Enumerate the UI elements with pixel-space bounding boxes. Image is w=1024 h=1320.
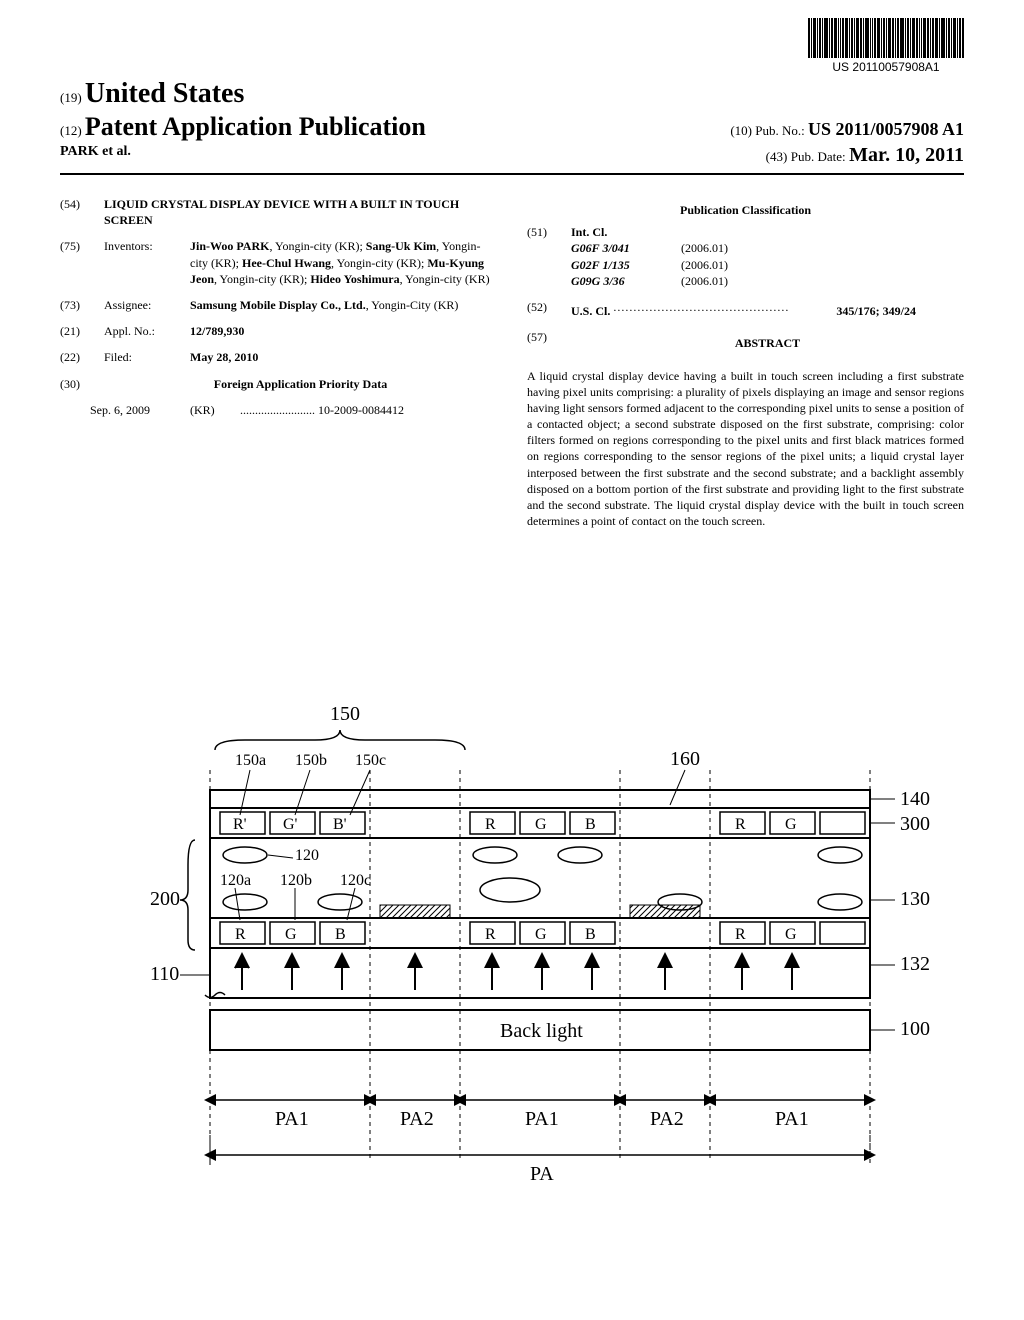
abstract-head: ABSTRACT — [571, 335, 964, 351]
fig-PA1-1: PA1 — [275, 1108, 309, 1130]
fig-label-200: 200 — [150, 888, 180, 910]
fig-label-150c: 150c — [355, 752, 386, 769]
abstract-text: A liquid crystal display device having a… — [527, 368, 964, 530]
fig-PA1-3: PA1 — [775, 1108, 809, 1130]
priority-date: Sep. 6, 2009 — [90, 402, 190, 418]
code-43: (43) — [766, 149, 788, 164]
priority-no: 10-2009-0084412 — [318, 403, 404, 417]
fig-G5: G — [535, 926, 547, 943]
dots — [613, 304, 833, 318]
inventors: Jin-Woo PARK, Yongin-city (KR); Sang-Uk … — [190, 238, 497, 287]
fig-Rp: R' — [233, 816, 247, 833]
pub-no: US 2011/0057908 A1 — [808, 119, 964, 139]
authors-etal: PARK et al. — [60, 144, 131, 167]
pub-no-label: Pub. No.: — [755, 123, 804, 138]
fig-PA1-2: PA1 — [525, 1108, 559, 1130]
assignee: Samsung Mobile Display Co., Ltd., Yongin… — [190, 297, 497, 313]
code-21: (21) — [60, 323, 104, 339]
filed-label: Filed: — [104, 349, 190, 365]
fig-label-120b: 120b — [280, 872, 312, 889]
fig-G2: G — [535, 816, 547, 833]
fig-Bp: B' — [333, 816, 347, 833]
appl-no: 12/789,930 — [190, 324, 244, 338]
fig-label-120: 120 — [295, 847, 319, 864]
invention-title: LIQUID CRYSTAL DISPLAY DEVICE WITH A BUI… — [104, 196, 497, 228]
fig-G4: G — [285, 926, 297, 943]
patent-header: (19) United States (12) Patent Applicati… — [60, 78, 964, 175]
fig-label-160: 160 — [670, 748, 700, 770]
intcl-2-c1: G09G 3/36 — [571, 273, 681, 289]
assignee-label: Assignee: — [104, 297, 190, 313]
filed-date: May 28, 2010 — [190, 350, 258, 364]
classification-head: Publication Classification — [527, 202, 964, 218]
barcode-graphic — [808, 18, 964, 58]
uscl-label: U.S. Cl. — [571, 304, 610, 318]
fig-G6: G — [785, 926, 797, 943]
fig-PA2-2: PA2 — [650, 1108, 684, 1130]
fig-R3: R — [735, 816, 746, 833]
fig-PA2-1: PA2 — [400, 1108, 434, 1130]
code-73: (73) — [60, 297, 104, 313]
fig-label-120c: 120c — [340, 872, 371, 889]
barcode-text: US 20110057908A1 — [808, 60, 964, 74]
code-22: (22) — [60, 349, 104, 365]
right-column: Publication Classification (51) Int. Cl.… — [527, 196, 964, 529]
code-52: (52) — [527, 299, 571, 319]
priority-head: Foreign Application Priority Data — [104, 376, 497, 392]
fig-B4: B — [335, 926, 346, 943]
patent-figure: 150 150a 150b 150c 160 140 300 R' G' B' … — [80, 690, 940, 1250]
intcl-1-c2: (2006.01) — [681, 257, 801, 273]
appl-label: Appl. No.: — [104, 323, 190, 339]
fig-label-120a: 120a — [220, 872, 251, 889]
fig-label-300: 300 — [900, 813, 930, 835]
fig-R6: R — [735, 926, 746, 943]
fig-label-100: 100 — [900, 1018, 930, 1040]
code-12: (12) — [60, 123, 82, 138]
code-51: (51) — [527, 224, 571, 289]
fig-backlight: Back light — [500, 1020, 583, 1042]
fig-R2: R — [485, 816, 496, 833]
barcode-area: US 20110057908A1 — [808, 18, 964, 74]
publication-type: Patent Application Publication — [85, 112, 426, 141]
fig-Gp: G' — [283, 816, 298, 833]
fig-label-150a: 150a — [235, 752, 266, 769]
fig-label-140: 140 — [900, 788, 930, 810]
fig-PA: PA — [530, 1163, 554, 1185]
uscl-val: 345/176; 349/24 — [836, 304, 916, 318]
priority-country: (KR) — [190, 402, 240, 418]
fig-label-130: 130 — [900, 888, 930, 910]
fig-R5: R — [485, 926, 496, 943]
intcl-label: Int. Cl. — [571, 225, 607, 239]
intcl-0-c1: G06F 3/041 — [571, 240, 681, 256]
pub-date-label: Pub. Date: — [791, 149, 846, 164]
code-54: (54) — [60, 196, 104, 228]
fig-label-150b: 150b — [295, 752, 327, 769]
fig-label-150: 150 — [330, 703, 360, 725]
fig-B5: B — [585, 926, 596, 943]
code-75: (75) — [60, 238, 104, 287]
intcl-1-c1: G02F 1/135 — [571, 257, 681, 273]
pub-date: Mar. 10, 2011 — [849, 144, 964, 166]
code-30: (30) — [60, 376, 104, 392]
fig-B2: B — [585, 816, 596, 833]
fig-G3: G — [785, 816, 797, 833]
left-column: (54) LIQUID CRYSTAL DISPLAY DEVICE WITH … — [60, 196, 497, 529]
fig-label-132: 132 — [900, 953, 930, 975]
code-57: (57) — [527, 329, 571, 357]
intcl-0-c2: (2006.01) — [681, 240, 801, 256]
intcl-2-c2: (2006.01) — [681, 273, 801, 289]
bibliographic-data: (54) LIQUID CRYSTAL DISPLAY DEVICE WITH … — [60, 196, 964, 529]
code-19: (19) — [60, 90, 82, 105]
inventors-label: Inventors: — [104, 238, 190, 287]
country: United States — [85, 78, 244, 109]
fig-R4: R — [235, 926, 246, 943]
fig-label-110: 110 — [150, 963, 179, 985]
code-10: (10) — [730, 123, 752, 138]
